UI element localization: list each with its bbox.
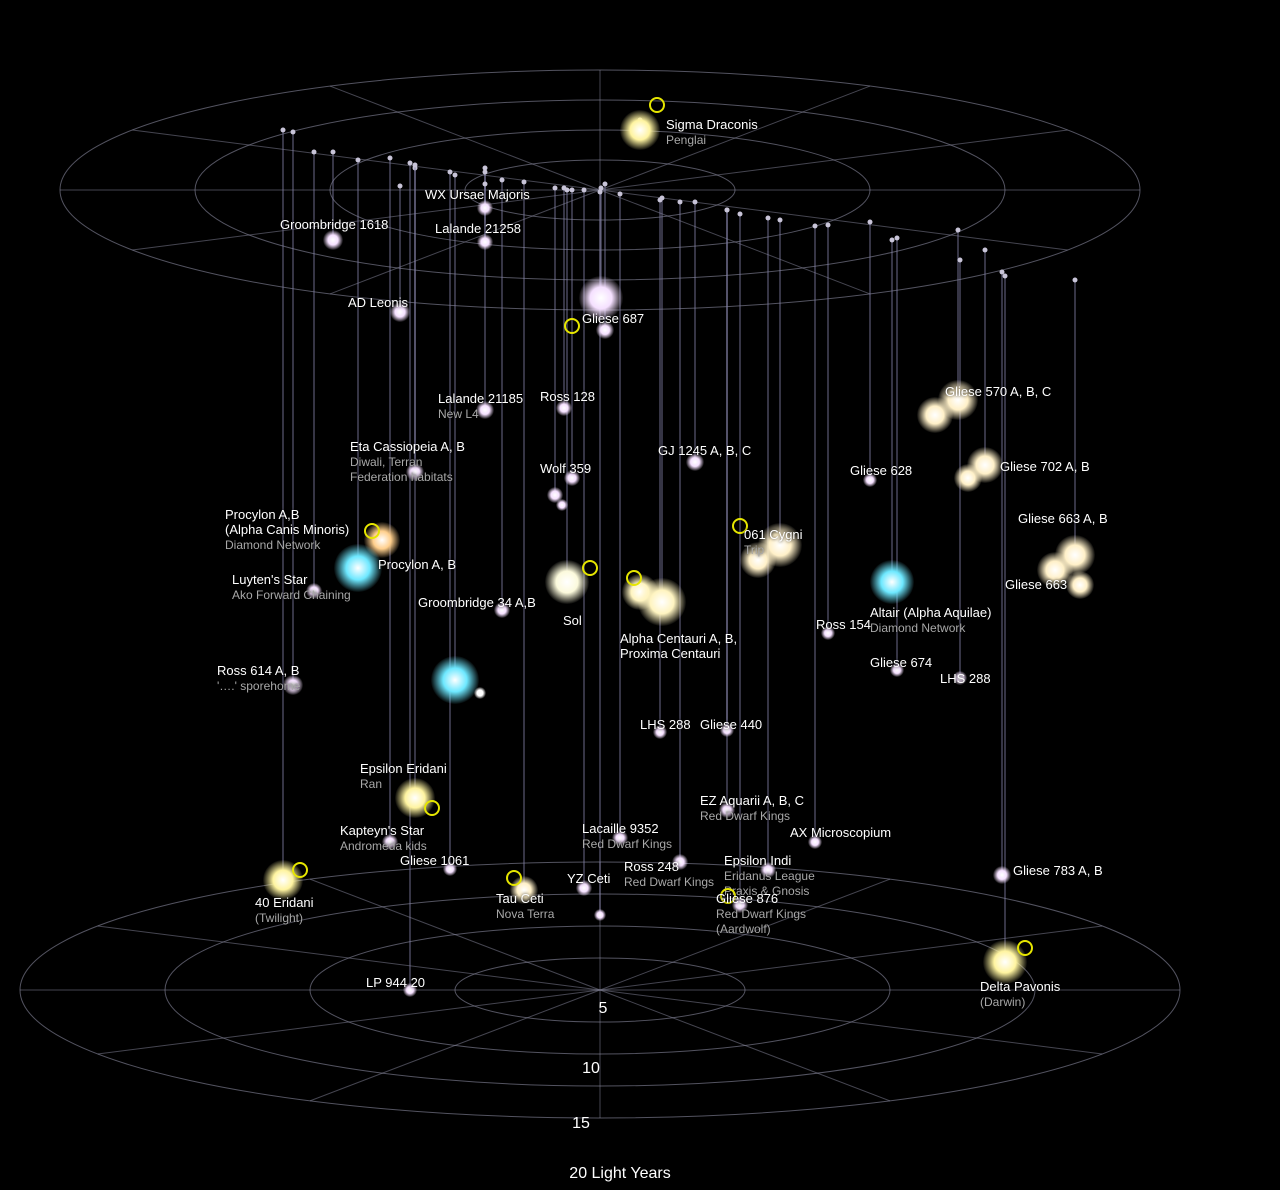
star-map-stage: Sigma DraconisPenglaiGroombridge 1618WX … bbox=[0, 0, 1280, 1190]
grid-svg bbox=[0, 0, 1280, 1190]
